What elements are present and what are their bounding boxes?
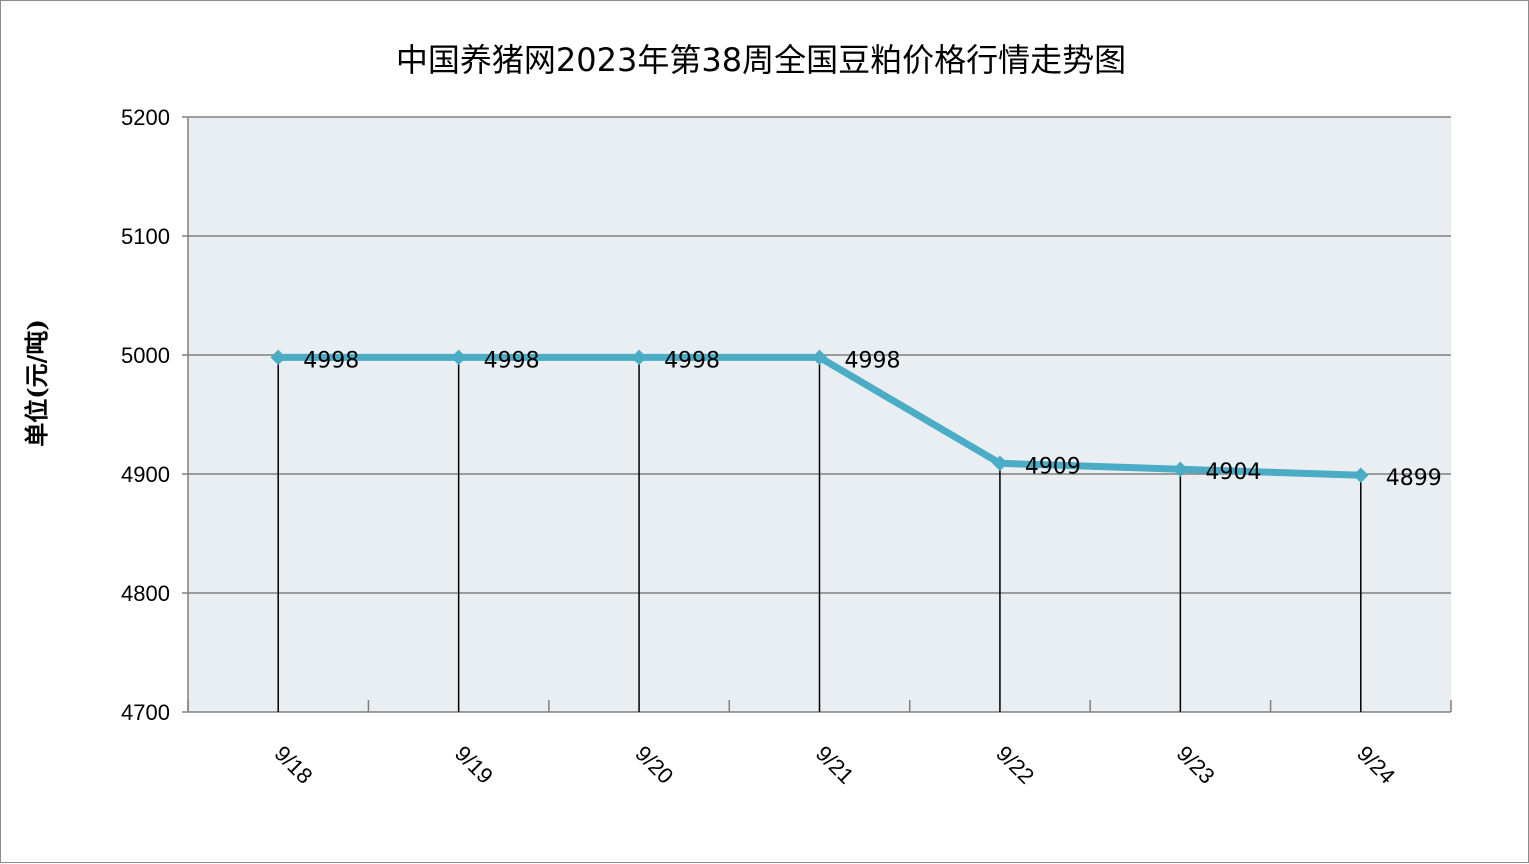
y-tick-label: 5100 xyxy=(121,224,170,249)
y-tick-label: 4900 xyxy=(121,462,170,487)
x-tick-label: 9/23 xyxy=(1172,741,1220,789)
x-tick-label: 9/19 xyxy=(450,741,498,789)
data-label: 4998 xyxy=(303,348,359,373)
x-axis: 9/18 9/19 9/20 9/21 9/22 9/23 9/24 xyxy=(187,700,1452,789)
data-point-marker xyxy=(811,349,828,366)
series xyxy=(270,349,1369,483)
data-label: 4998 xyxy=(664,348,720,373)
x-tick-label: 9/18 xyxy=(270,741,318,789)
drop-lines xyxy=(277,357,1362,712)
data-label: 4899 xyxy=(1386,466,1442,491)
y-tick-label: 5200 xyxy=(121,105,170,130)
data-label: 4998 xyxy=(845,348,901,373)
data-label: 4998 xyxy=(484,348,540,373)
y-tick-label: 5000 xyxy=(121,343,170,368)
data-point-marker xyxy=(1172,461,1189,477)
data-point-marker xyxy=(631,349,647,366)
y-tick-label: 4800 xyxy=(121,581,170,606)
chart-title: 中国养猪网2023年第38周全国豆粕价格行情走势图 xyxy=(396,41,1126,79)
data-point-marker xyxy=(450,349,467,366)
x-tick-label: 9/22 xyxy=(991,741,1039,789)
y-tick-label: 4700 xyxy=(121,700,170,725)
y-axis-label: 单位(元/吨) xyxy=(22,319,51,446)
data-point-marker xyxy=(270,349,286,366)
data-point-marker xyxy=(992,455,1008,471)
data-label: 4909 xyxy=(1025,454,1081,479)
data-labels: 4998 4998 4998 4998 4909 4904 4899 xyxy=(303,348,1442,491)
data-label: 4904 xyxy=(1205,460,1261,485)
y-axis-ticks: 4700 4800 4900 5000 5100 5200 xyxy=(121,105,189,725)
x-tick-label: 9/20 xyxy=(630,741,678,789)
x-tick-label: 9/21 xyxy=(811,741,859,789)
data-point-marker xyxy=(1353,467,1369,483)
x-tick-label: 9/24 xyxy=(1352,741,1400,789)
